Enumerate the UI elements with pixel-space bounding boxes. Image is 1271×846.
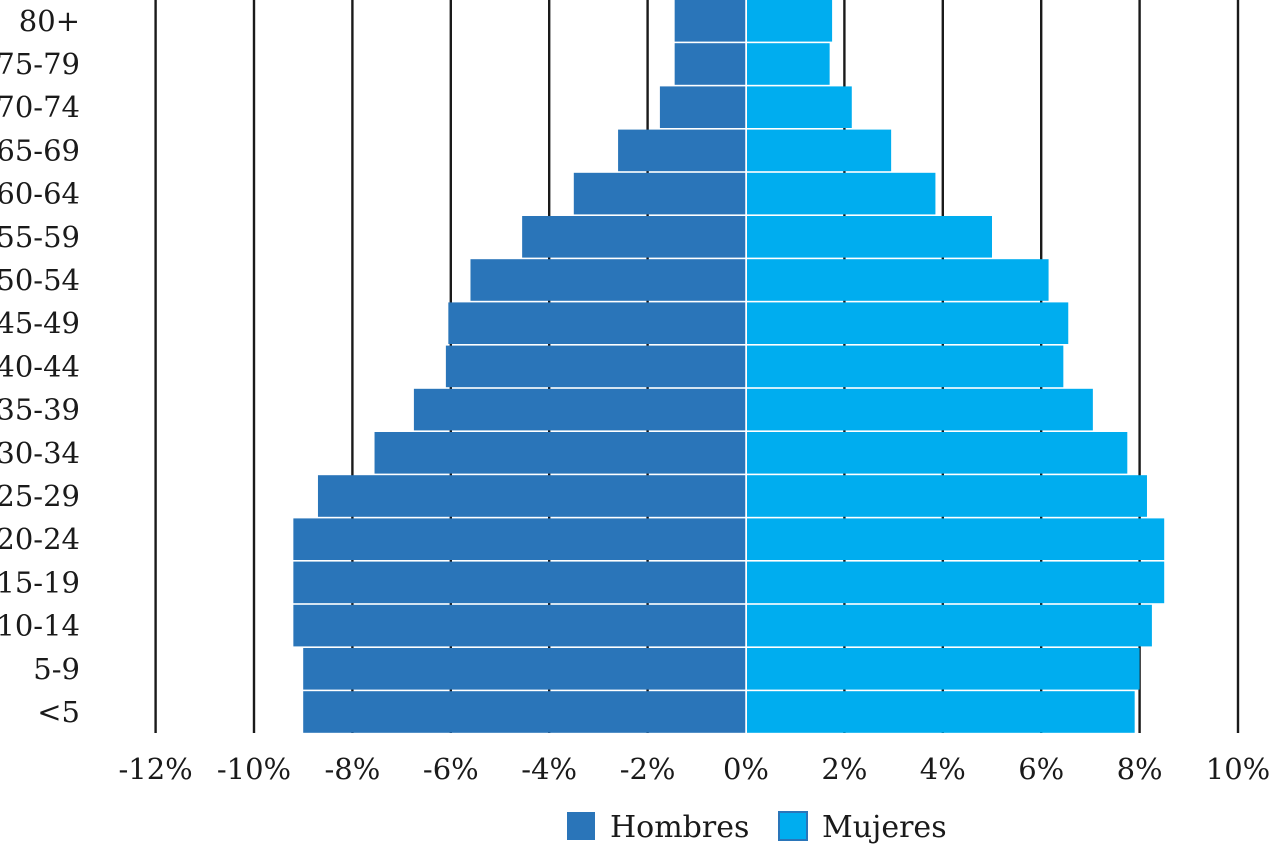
category-label: 55-59 [0,220,80,254]
legend-label: Hombres [610,810,749,845]
category-label: 40-44 [0,349,80,383]
x-tick-label: 0% [723,752,769,786]
bar-mujeres [747,43,830,85]
bar-mujeres [747,475,1147,517]
x-tick-label: 8% [1117,752,1163,786]
category-label: 75-79 [0,47,80,81]
category-label: 45-49 [0,306,80,340]
x-tick-label: -2% [620,752,676,786]
bar-mujeres [747,129,892,172]
x-tick-label: 2% [821,752,867,786]
bar-hombres [317,475,746,517]
bar-hombres [618,129,746,172]
bar-mujeres [747,604,1152,647]
category-label: 50-54 [0,263,80,297]
bar-hombres [448,302,746,344]
category-label: 35-39 [0,393,80,427]
bar-hombres [659,86,746,128]
x-tick-label: -6% [423,752,479,786]
category-label: 80+ [19,4,80,38]
bar-hombres [413,388,746,431]
category-labels: 80+ 75-79 70-74 65-69 60-64 55-59 50-54 45-49 40… [0,4,80,729]
bar-hombres [293,561,746,604]
bar-mujeres [747,648,1140,690]
x-tick-label: 6% [1018,752,1064,786]
category-label: 30-34 [0,436,80,470]
category-label: 20-24 [0,522,80,556]
bar-mujeres [747,302,1069,344]
bar-mujeres [747,561,1165,604]
bar-hombres [293,518,746,560]
bar-mujeres [747,691,1135,733]
x-tick-label: -10% [217,752,291,786]
legend-swatch [778,811,808,841]
bar-hombres [674,0,746,42]
category-label: 60-64 [0,177,80,211]
bar-hombres [674,43,746,85]
bar-hombres [303,648,746,690]
x-tick-label: 4% [920,752,966,786]
bar-hombres [293,604,746,647]
bar-mujeres [747,216,992,258]
x-tick-label: -4% [521,752,577,786]
bar-hombres [470,259,746,301]
bar-mujeres [747,388,1093,431]
category-label: 65-69 [0,133,80,167]
bar-hombres [445,345,746,388]
bar-mujeres [747,259,1049,301]
x-tick-labels: -12% -10% -8% -6% -4% -2% 0% 2% 4% 6% 8% 10% [118,752,1270,786]
x-tick-label: -8% [324,752,380,786]
bar-mujeres [747,86,852,128]
bar-mujeres [747,518,1165,560]
bar-hombres [303,691,746,733]
category-label: 25-29 [0,479,80,513]
legend-label: Mujeres [822,810,947,845]
bar-mujeres [747,172,936,215]
bars [293,0,1165,735]
x-tick-label: -12% [118,752,192,786]
category-label: 10-14 [0,609,80,643]
bar-mujeres [747,432,1128,474]
bar-mujeres [747,345,1064,388]
category-label: 70-74 [0,90,80,124]
bar-hombres [374,432,746,474]
legend-swatch [567,812,595,840]
category-label: 5-9 [33,652,80,686]
bar-hombres [573,172,746,215]
legend: Hombres Mujeres [567,810,947,845]
category-label: 15-19 [0,565,80,599]
bar-hombres [522,216,746,258]
x-tick-label: 10% [1206,752,1270,786]
category-label: <5 [37,695,80,729]
bar-mujeres [747,0,833,42]
